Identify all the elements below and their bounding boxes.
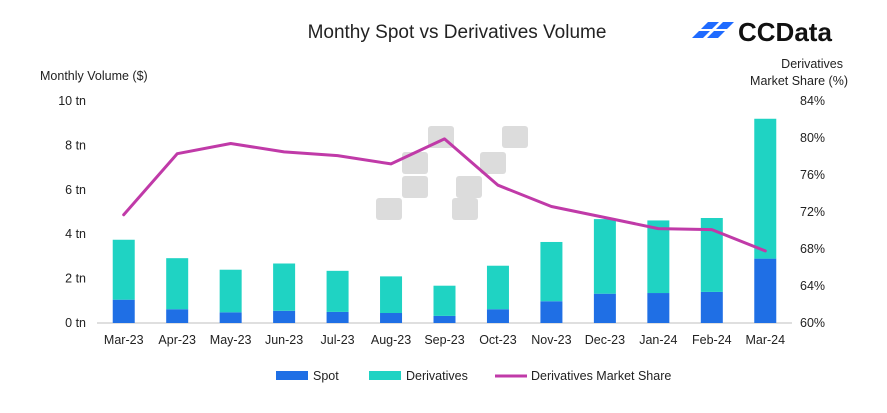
spot-bar bbox=[219, 312, 242, 323]
derivatives-bar bbox=[647, 220, 670, 294]
derivatives-bar bbox=[754, 118, 777, 259]
y-tick-label: 4 tn bbox=[65, 227, 86, 241]
x-tick-label: Dec-23 bbox=[585, 333, 625, 347]
watermark-logo bbox=[376, 126, 528, 220]
spot-bar bbox=[540, 301, 563, 323]
derivatives-bar bbox=[326, 270, 349, 312]
x-tick-label: Aug-23 bbox=[371, 333, 411, 347]
spot-bar bbox=[166, 309, 189, 323]
ccdata-logo-text: CCData bbox=[738, 17, 832, 47]
y-tick-label: 8 tn bbox=[65, 138, 86, 152]
x-axis-ticks: Mar-23 Apr-23 May-23 Jun-23 Jul-23 Aug-23 Sep-… bbox=[104, 333, 785, 347]
y2-axis-label-line2: Market Share (%) bbox=[750, 74, 848, 88]
y-tick-label: 0 tn bbox=[65, 316, 86, 330]
ccdata-logo-mark-icon bbox=[692, 22, 734, 38]
y2-axis-label-line1: Derivatives bbox=[781, 57, 843, 71]
spot-bar bbox=[326, 311, 349, 323]
legend-derivatives-label: Derivatives bbox=[406, 369, 468, 383]
legend: Spot Derivatives Derivatives Market Shar… bbox=[276, 369, 671, 383]
y2-tick-label: 84% bbox=[800, 94, 825, 108]
derivatives-bar bbox=[219, 269, 242, 313]
x-tick-label: Jan-24 bbox=[639, 333, 677, 347]
spot-bar bbox=[380, 313, 403, 323]
derivatives-bar bbox=[273, 263, 296, 311]
derivatives-bar bbox=[166, 258, 189, 310]
spot-bar bbox=[700, 291, 723, 323]
x-tick-label: Apr-23 bbox=[158, 333, 196, 347]
y2-tick-label: 68% bbox=[800, 242, 825, 256]
spot-bar bbox=[486, 309, 509, 323]
y2-tick-label: 76% bbox=[800, 168, 825, 182]
ccdata-logo: CCData bbox=[692, 17, 832, 47]
spot-bar bbox=[593, 293, 616, 323]
x-tick-label: Mar-24 bbox=[745, 333, 785, 347]
derivatives-bar bbox=[112, 239, 135, 300]
x-tick-label: Jul-23 bbox=[321, 333, 355, 347]
share-series-line bbox=[122, 137, 767, 253]
chart-title: Monthy Spot vs Derivatives Volume bbox=[308, 22, 607, 43]
y-axis-ticks: 0 tn 2 tn 4 tn 6 tn 8 tn 10 tn bbox=[58, 94, 86, 330]
bars bbox=[112, 118, 777, 323]
x-tick-label: Feb-24 bbox=[692, 333, 732, 347]
legend-derivatives-swatch bbox=[369, 371, 401, 380]
spot-bar bbox=[112, 299, 135, 323]
derivatives-bar bbox=[593, 219, 616, 294]
x-tick-label: Jun-23 bbox=[265, 333, 303, 347]
x-tick-label: Sep-23 bbox=[424, 333, 464, 347]
legend-share-label: Derivatives Market Share bbox=[531, 369, 671, 383]
derivatives-bar bbox=[540, 241, 563, 302]
y2-tick-label: 60% bbox=[800, 316, 825, 330]
spot-bar bbox=[273, 310, 296, 323]
y2-tick-label: 64% bbox=[800, 279, 825, 293]
spot-bar bbox=[647, 293, 670, 323]
derivatives-bar bbox=[380, 276, 403, 314]
y-tick-label: 6 tn bbox=[65, 183, 86, 197]
x-tick-label: Nov-23 bbox=[531, 333, 571, 347]
spot-bar bbox=[754, 258, 777, 323]
y2-tick-label: 80% bbox=[800, 131, 825, 145]
share-line bbox=[122, 137, 767, 253]
derivatives-bar bbox=[433, 285, 456, 316]
y-tick-label: 10 tn bbox=[58, 94, 86, 108]
derivatives-bar bbox=[700, 217, 723, 292]
y-tick-label: 2 tn bbox=[65, 272, 86, 286]
y2-axis-ticks: 60% 64% 68% 72% 76% 80% 84% bbox=[800, 94, 825, 330]
y-axis-label: Monthly Volume ($) bbox=[40, 69, 148, 83]
legend-spot-label: Spot bbox=[313, 369, 339, 383]
legend-spot-swatch bbox=[276, 371, 308, 380]
x-tick-label: Mar-23 bbox=[104, 333, 144, 347]
x-tick-label: May-23 bbox=[210, 333, 252, 347]
derivatives-bar bbox=[486, 265, 509, 310]
spot-bar bbox=[433, 315, 456, 323]
x-tick-label: Oct-23 bbox=[479, 333, 517, 347]
y2-tick-label: 72% bbox=[800, 205, 825, 219]
